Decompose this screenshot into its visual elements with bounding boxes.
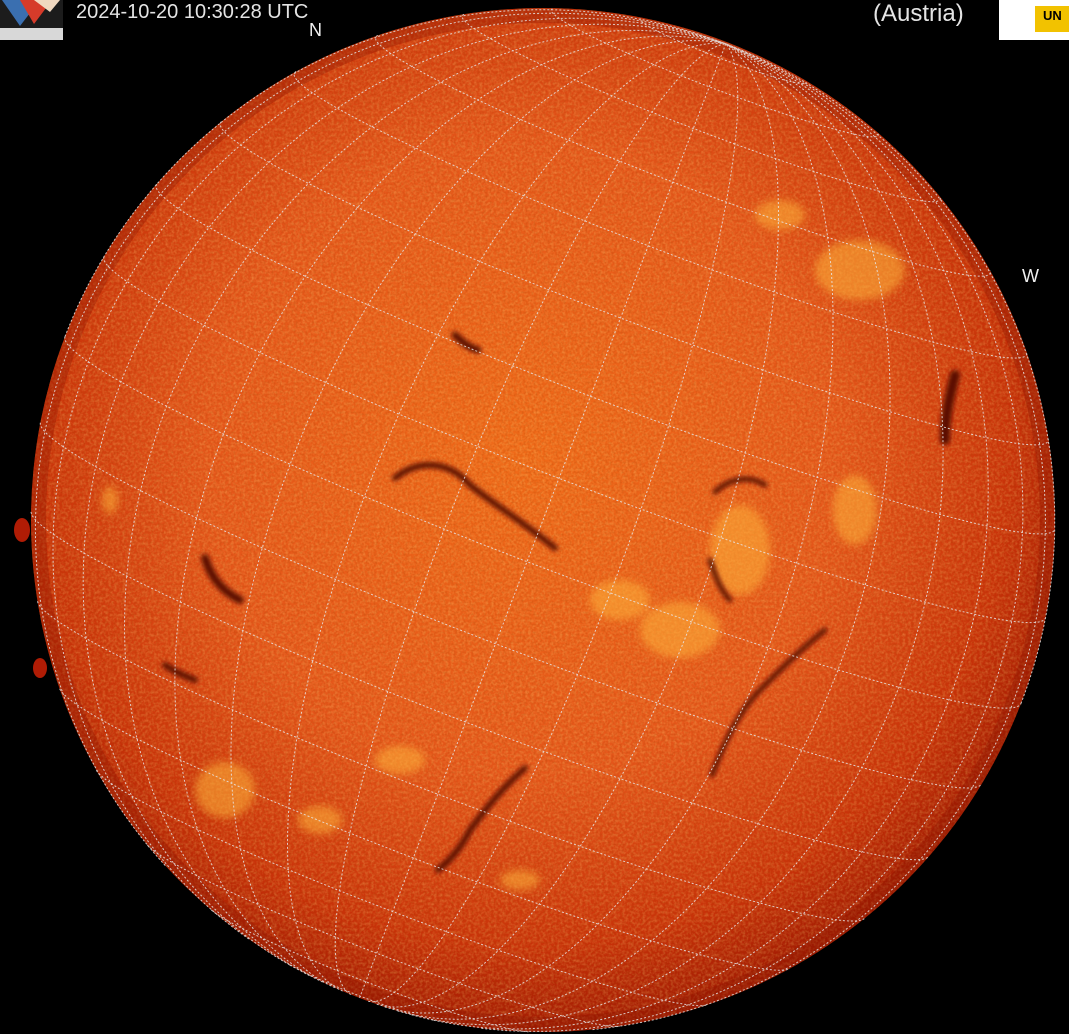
grid-line — [103, 256, 1046, 624]
institution-logo: UN — [999, 0, 1069, 40]
grid-line — [461, 13, 941, 203]
grid-line — [64, 9, 726, 337]
grid-line — [123, 29, 726, 977]
west-marker: W — [1022, 266, 1039, 286]
grid-line — [411, 43, 944, 1026]
grid-line — [433, 43, 989, 1030]
grid-line — [34, 12, 726, 866]
north-marker: N — [309, 20, 322, 40]
grid-line — [174, 35, 726, 983]
limb-prominences — [14, 518, 47, 678]
grid-line — [147, 844, 620, 1028]
grid-line — [397, 43, 891, 1020]
plage-regions — [102, 200, 905, 890]
institution-logo-text: UN — [1043, 8, 1062, 23]
grid-line — [334, 43, 726, 995]
observation-timestamp: 2024-10-20 10:30:28 UTC — [76, 1, 309, 23]
grid-line — [481, 43, 1024, 1032]
observatory-logo-icon — [0, 0, 63, 40]
heliographic-grid — [30, 8, 1056, 1033]
grid-line — [359, 43, 727, 999]
institution-logo-icon — [1035, 6, 1069, 32]
grid-line — [52, 17, 726, 940]
grid-line — [384, 43, 834, 1014]
grid-line — [82, 23, 726, 966]
grid-line — [368, 43, 739, 1003]
grid-line — [30, 511, 930, 861]
grid-line — [592, 43, 1046, 1031]
grid-line — [39, 422, 983, 789]
grid-line — [219, 121, 1050, 446]
grid-line — [725, 43, 1056, 704]
chromosphere-dark-texture — [31, 8, 1055, 1032]
grid-line — [230, 40, 726, 989]
grid-line — [287, 42, 726, 992]
station-country: (Austria) — [873, 0, 964, 27]
grid-line — [293, 71, 1028, 359]
filaments — [162, 331, 960, 873]
observatory-logo — [0, 0, 63, 40]
grid-line — [376, 43, 780, 1008]
grid-line — [155, 183, 1056, 535]
